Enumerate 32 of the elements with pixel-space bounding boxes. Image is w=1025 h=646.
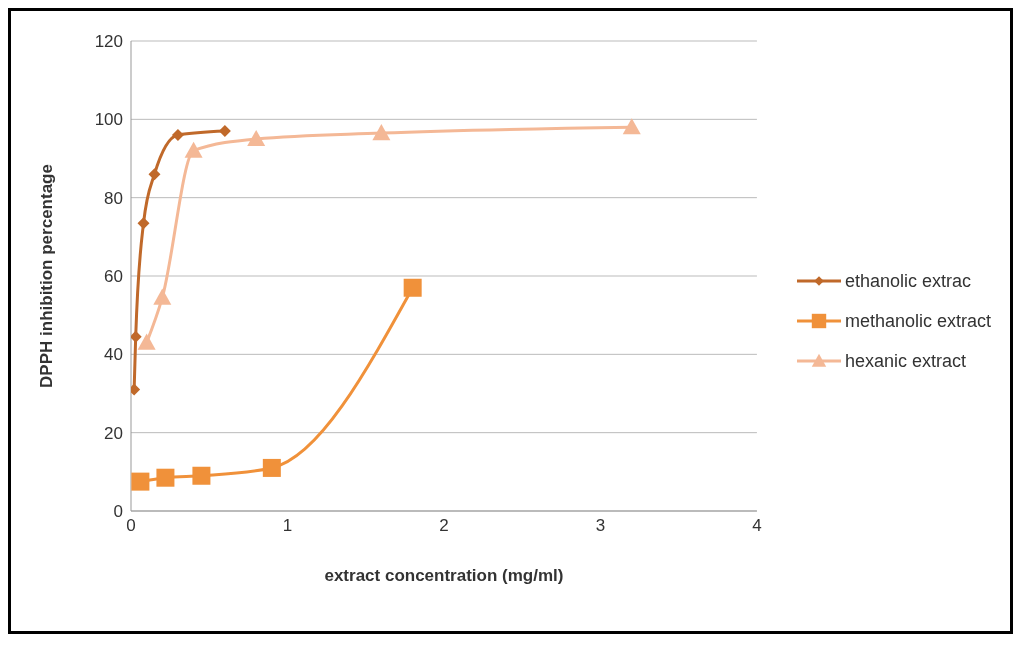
point	[131, 330, 142, 343]
x-tick-label: 3	[595, 516, 606, 536]
y-tick-label: 100	[94, 110, 123, 130]
point	[262, 458, 281, 477]
point	[148, 168, 161, 181]
legend-label: ethanolic extrac	[844, 270, 971, 293]
y-tick-label: 80	[104, 188, 123, 208]
point	[156, 468, 175, 487]
legend-label: methanolic extract	[844, 310, 991, 333]
x-tick-label: 1	[282, 516, 293, 536]
point	[153, 288, 172, 305]
y-tick-label: 60	[104, 267, 123, 287]
legend-label: hexanic extract	[844, 350, 966, 373]
x-axis-title: extract concentration (mg/ml)	[324, 566, 564, 585]
y-axis-title: DPPH inhibition percentage	[37, 164, 57, 388]
y-tick-label: 40	[104, 345, 123, 365]
point	[131, 472, 150, 491]
y-tick-label: 20	[104, 423, 123, 443]
y-tick-label: 0	[113, 502, 123, 522]
point	[247, 129, 266, 147]
point	[137, 217, 150, 230]
point	[192, 466, 211, 485]
point	[372, 124, 391, 141]
y-tick-label: 120	[94, 32, 123, 52]
x-tick-label: 2	[439, 516, 449, 536]
point	[622, 118, 641, 135]
x-tick-label: 4	[752, 516, 762, 536]
point	[171, 129, 184, 141]
point	[403, 278, 422, 297]
point	[184, 141, 203, 158]
x-tick-label: 0	[126, 516, 136, 536]
point	[137, 333, 156, 350]
